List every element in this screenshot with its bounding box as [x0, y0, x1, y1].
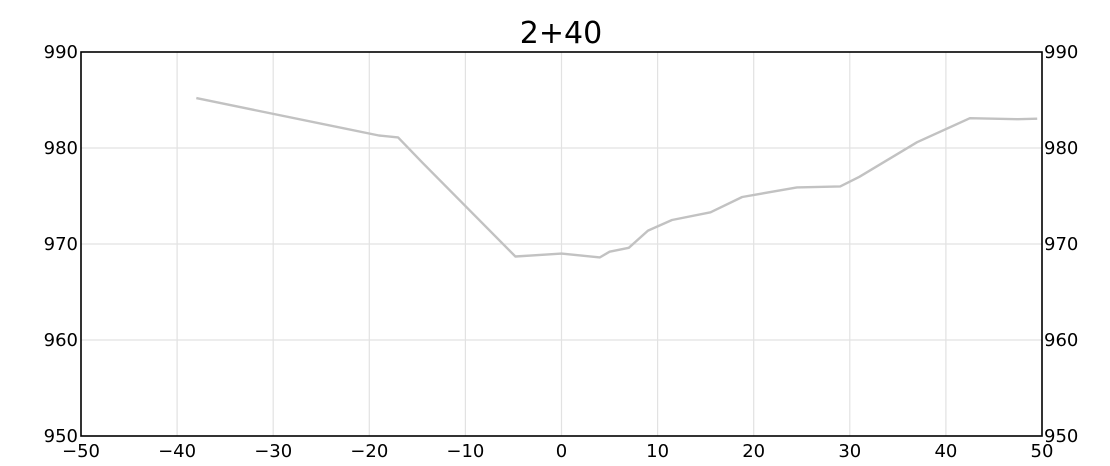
x-tick-label: −10	[446, 441, 484, 462]
y-tick-label-left: 980	[44, 138, 78, 159]
x-tick-label: −20	[350, 441, 388, 462]
x-tick-label: 30	[838, 441, 861, 462]
chart-title: 2+40	[520, 16, 602, 51]
x-tick-label: 10	[646, 441, 669, 462]
y-tick-labels-right: 950 960 970 980 990	[1044, 42, 1078, 447]
x-tick-label: 50	[1031, 441, 1054, 462]
x-tick-label: 0	[556, 441, 567, 462]
y-tick-label-right: 990	[1044, 42, 1078, 63]
y-tick-label-left: 960	[44, 330, 78, 351]
x-tick-labels: −50 −40 −30 −20 −10 0 10 20 30 40 50	[62, 441, 1053, 462]
y-tick-label-right: 950	[1044, 426, 1078, 447]
x-tick-label: 20	[742, 441, 765, 462]
y-tick-label-left: 990	[44, 42, 78, 63]
plot-frame	[80, 51, 1043, 437]
y-tick-label-right: 970	[1044, 234, 1078, 255]
y-tick-label-left: 950	[44, 426, 78, 447]
x-tick-label: −50	[62, 441, 100, 462]
y-tick-labels-left: 950 960 970 980 990	[44, 42, 78, 447]
y-tick-label-left: 970	[44, 234, 78, 255]
y-tick-label-right: 980	[1044, 138, 1078, 159]
grid	[81, 52, 1042, 436]
y-tick-label-right: 960	[1044, 330, 1078, 351]
series-line-0	[196, 96, 1038, 259]
series-group	[196, 96, 1038, 259]
x-tick-label: −40	[158, 441, 196, 462]
x-tick-label: −30	[254, 441, 292, 462]
x-tick-label: 40	[934, 441, 957, 462]
